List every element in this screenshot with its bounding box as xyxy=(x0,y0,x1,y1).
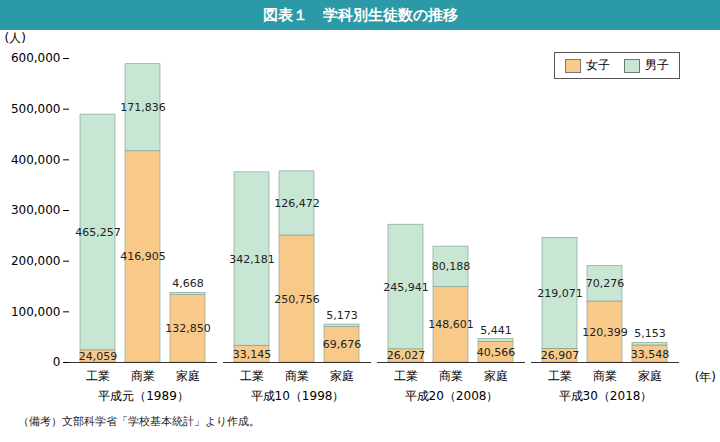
svg-text:5,441: 5,441 xyxy=(480,324,512,337)
svg-text:工業: 工業 xyxy=(240,369,264,383)
svg-text:家庭: 家庭 xyxy=(330,369,354,383)
svg-text:33,145: 33,145 xyxy=(233,348,272,361)
html-text:女子: 女子 xyxy=(586,58,610,72)
svg-text:500,000: 500,000 xyxy=(11,102,61,116)
svg-text:商業: 商業 xyxy=(285,369,309,383)
svg-text:商業: 商業 xyxy=(131,369,155,383)
svg-text:0: 0 xyxy=(53,355,61,369)
svg-text:工業: 工業 xyxy=(394,369,418,383)
svg-text:工業: 工業 xyxy=(86,369,110,383)
svg-text:465,257: 465,257 xyxy=(75,226,121,239)
svg-text:219,071: 219,071 xyxy=(537,287,583,300)
svg-text:33,548: 33,548 xyxy=(631,348,670,361)
svg-text:(人): (人) xyxy=(5,31,26,45)
svg-text:24,059: 24,059 xyxy=(79,350,118,363)
svg-text:245,941: 245,941 xyxy=(383,281,429,294)
svg-text:132,850: 132,850 xyxy=(165,322,211,335)
svg-text:250,756: 250,756 xyxy=(274,292,320,305)
svg-text:600,000: 600,000 xyxy=(11,51,61,65)
svg-text:家庭: 家庭 xyxy=(176,369,200,383)
svg-text:416,905: 416,905 xyxy=(120,250,166,263)
svg-text:200,000: 200,000 xyxy=(11,254,61,268)
svg-text:平成30（2018）: 平成30（2018） xyxy=(559,389,653,403)
svg-text:70,276: 70,276 xyxy=(586,277,625,290)
svg-text:120,399: 120,399 xyxy=(582,326,628,339)
svg-text:126,472: 126,472 xyxy=(274,197,320,210)
svg-text:148,601: 148,601 xyxy=(428,318,474,331)
html-text:（備考）文部科学省「学校基本統計」より作成。: （備考）文部科学省「学校基本統計」より作成。 xyxy=(18,415,260,428)
svg-text:400,000: 400,000 xyxy=(11,153,61,167)
svg-text:商業: 商業 xyxy=(439,369,463,383)
svg-text:商業: 商業 xyxy=(593,369,617,383)
svg-text:家庭: 家庭 xyxy=(638,369,662,383)
svg-text:平成元（1989）: 平成元（1989） xyxy=(98,389,189,403)
svg-text:工業: 工業 xyxy=(548,369,572,383)
svg-text:平成10（1998）: 平成10（1998） xyxy=(251,389,345,403)
svg-text:4,668: 4,668 xyxy=(172,277,204,290)
svg-text:69,676: 69,676 xyxy=(323,338,362,351)
svg-text:26,027: 26,027 xyxy=(387,349,426,362)
svg-text:171,836: 171,836 xyxy=(120,101,166,114)
svg-text:80,188: 80,188 xyxy=(432,260,471,273)
svg-text:300,000: 300,000 xyxy=(11,203,61,217)
html-text:(年): (年) xyxy=(694,370,716,384)
svg-text:342,181: 342,181 xyxy=(229,253,275,266)
svg-text:100,000: 100,000 xyxy=(11,305,61,319)
svg-text:平成20（2008）: 平成20（2008） xyxy=(405,389,499,403)
svg-text:40,566: 40,566 xyxy=(477,346,516,359)
svg-text:家庭: 家庭 xyxy=(484,369,508,383)
html-text:男子: 男子 xyxy=(645,58,669,72)
svg-text:5,153: 5,153 xyxy=(634,327,666,340)
svg-text:5,173: 5,173 xyxy=(326,309,358,322)
svg-text:26,907: 26,907 xyxy=(541,349,580,362)
html-text:図表１ 学科別生徒数の推移: 図表１ 学科別生徒数の推移 xyxy=(262,6,458,24)
